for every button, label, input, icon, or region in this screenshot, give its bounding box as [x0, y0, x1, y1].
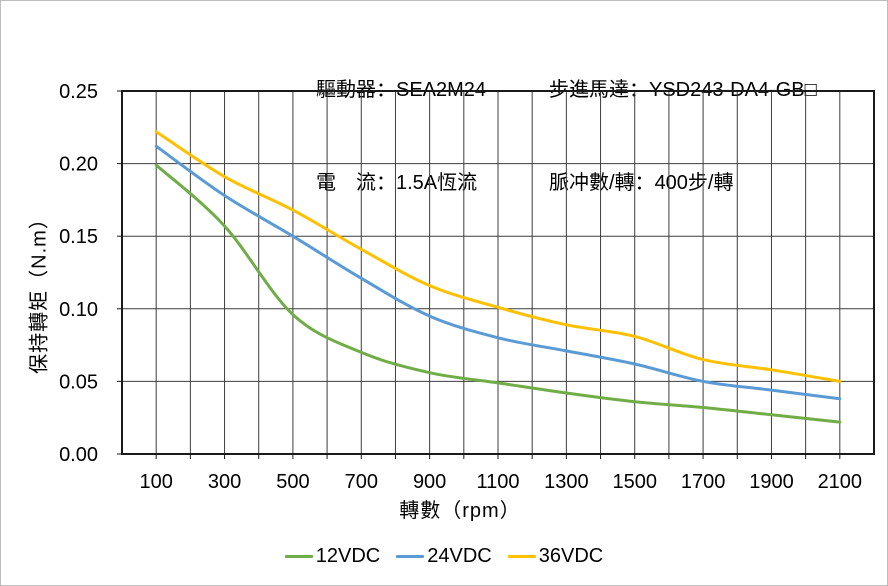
series-line-24vdc: [154, 144, 842, 401]
pulses-line: 脈冲數/轉：400步/轉: [549, 168, 817, 199]
current-line: 電 流：1.5A恆流: [316, 168, 486, 199]
x-tick-label: 100: [139, 471, 172, 493]
pulses-value: 400步/轉: [654, 172, 734, 194]
y-tick-label: 0.05: [59, 371, 98, 393]
legend-line-swatch-36vdc: [507, 555, 536, 558]
x-axis-title: 轉數（rpm）: [399, 500, 521, 522]
legend-line-swatch-24vdc: [396, 555, 425, 558]
x-tick-label: 500: [276, 471, 309, 493]
current-value: 1.5A恆流: [396, 172, 478, 194]
series-line-12vdc: [154, 163, 842, 424]
legend-label-12vdc: 12VDC: [315, 545, 381, 567]
x-tick-label: 1900: [749, 471, 794, 493]
legend-label-24vdc: 24VDC: [427, 545, 492, 567]
series-line-36vdc: [154, 130, 842, 383]
y-tick-label: 0.20: [59, 154, 98, 176]
legend-line-swatch-12vdc: [284, 555, 313, 558]
x-tick-label: 1300: [544, 471, 589, 493]
y-tick-label: 0.15: [59, 226, 98, 248]
x-tick-label: 300: [208, 471, 241, 493]
x-tick-label: 1700: [681, 471, 726, 493]
legend-item-12vdc: 12VDC: [284, 545, 381, 568]
x-tick-label: 2100: [818, 471, 863, 493]
x-tick-label: 1500: [612, 471, 657, 493]
y-tick-label: 0.25: [59, 81, 98, 103]
current-label: 電 流：: [316, 172, 396, 194]
legend-item-36vdc: 36VDC: [507, 545, 604, 568]
legend-item-24vdc: 24VDC: [396, 545, 492, 568]
x-tick-label: 1100: [476, 471, 519, 493]
legend-label-36vdc: 36VDC: [538, 545, 604, 567]
y-tick-label: 0.10: [59, 299, 98, 321]
y-tick-label: 0.00: [59, 444, 98, 466]
x-tick-label: 700: [345, 471, 378, 493]
chart-legend: 12VDC 24VDC 36VDC: [1, 545, 887, 568]
plot-border: [121, 90, 875, 455]
x-tick-label: 900: [413, 471, 446, 493]
pulses-label: 脈冲數/轉：: [549, 172, 655, 194]
